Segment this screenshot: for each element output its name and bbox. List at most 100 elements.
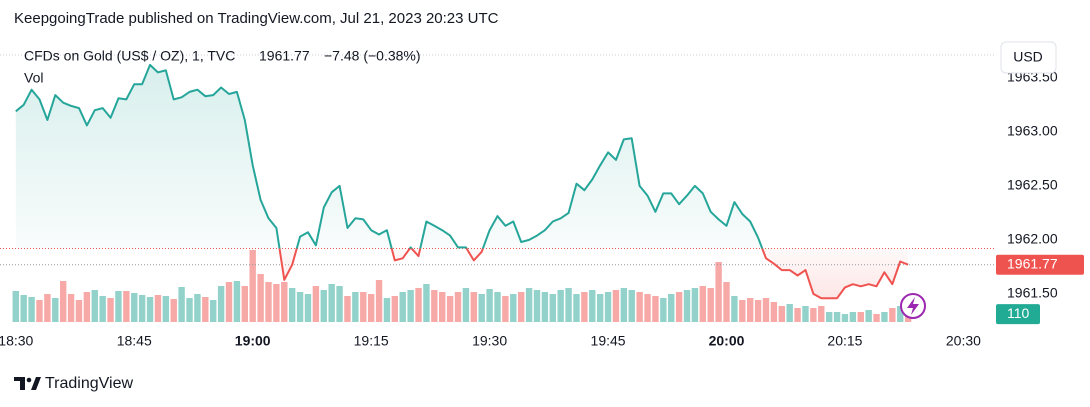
volume-bar [494, 292, 501, 322]
volume-bar [833, 312, 841, 322]
volume-bar [683, 290, 691, 322]
volume-bar [691, 288, 699, 322]
x-tick-label: 20:30 [946, 333, 981, 349]
volume-bar [123, 291, 130, 322]
volume-bar [225, 282, 233, 322]
y-tick-label: 1962.00 [1007, 231, 1058, 247]
volume-bar [581, 292, 588, 322]
volume-bar [20, 295, 27, 322]
volume-badge-box [996, 304, 1040, 325]
x-tick-label: 19:30 [472, 333, 507, 349]
volume-bar [210, 300, 217, 322]
volume-bar [312, 286, 320, 322]
volume-bar [604, 292, 612, 322]
volume-bar [478, 294, 485, 322]
legend-change: −7.48 (−0.38%) [324, 48, 421, 64]
volume-bar [233, 281, 241, 322]
volume-bar [668, 294, 675, 322]
volume-bar [873, 314, 880, 322]
volume-bar [186, 298, 193, 322]
volume-bar [131, 293, 138, 322]
volume-bar [565, 288, 572, 322]
volume-bar [652, 296, 659, 322]
volume-bar [675, 292, 683, 322]
volume-bar [762, 298, 770, 322]
volume-bar [320, 290, 327, 322]
volume-bar [818, 306, 825, 322]
volume-bar [644, 294, 651, 322]
volume-bar [549, 294, 556, 322]
volume-bar [36, 300, 43, 322]
volume-bar [462, 288, 470, 322]
volume-bar [241, 286, 249, 322]
volume-bar [857, 312, 864, 322]
x-tick-label: 19:00 [235, 333, 271, 349]
alert-bolt[interactable] [907, 297, 919, 315]
volume-bar [336, 286, 343, 322]
y-tick-label: 1961.50 [1007, 285, 1058, 301]
volume-bar [52, 298, 59, 322]
area-fill [15, 64, 909, 299]
volume-bar [257, 274, 264, 322]
volume-bar [786, 304, 793, 322]
volume-bar [502, 296, 509, 322]
alert-icon[interactable] [900, 293, 926, 319]
volume-bar [249, 250, 256, 322]
volume-bar [12, 291, 19, 322]
volume-bar [178, 287, 185, 322]
header-text: KeepgoingTrade published on TradingView.… [14, 10, 499, 27]
symbol-title: CFDs on Gold (US$ / OZ), 1, TVC [24, 48, 235, 64]
legend-price: 1961.77 [259, 48, 310, 64]
x-tick-label: 19:15 [354, 333, 389, 349]
volume-bar [399, 292, 406, 322]
logo-dot [26, 377, 32, 383]
plot-area [0, 63, 995, 322]
volume-bar [194, 294, 201, 322]
volume-bar [596, 294, 604, 322]
x-tick-label: 19:45 [591, 333, 626, 349]
x-tick-label: 18:30 [0, 333, 34, 349]
volume-bar [281, 282, 288, 322]
volume-bar [170, 299, 177, 322]
volume-bar [83, 292, 91, 322]
volume-bar [99, 296, 106, 322]
volume-title: Vol [24, 70, 43, 86]
volume-bar [557, 290, 564, 322]
y-tick-label: 1962.50 [1007, 177, 1058, 193]
volume-bar [699, 286, 707, 322]
volume-bar [573, 294, 580, 322]
volume-bar [375, 280, 383, 322]
price-badge-label: 1961.77 [1007, 255, 1058, 271]
volume-bar [296, 292, 304, 322]
brand-logo [14, 377, 41, 390]
brand-name: TradingView [45, 375, 133, 392]
volume-bar [470, 292, 478, 322]
volume-bar [778, 306, 785, 322]
volume-bar [217, 286, 225, 322]
volume-bar [612, 290, 620, 322]
volume-bar [273, 284, 280, 322]
currency-button[interactable]: USD [1000, 41, 1057, 74]
x-tick-label: 18:45 [117, 333, 152, 349]
volume-bar [731, 296, 738, 322]
volume-bar [352, 292, 359, 322]
volume-bar [541, 292, 549, 322]
volume-bar [628, 290, 635, 322]
volume-bar [304, 294, 312, 322]
volume-bar [367, 294, 375, 322]
volume-bar [115, 291, 122, 322]
volume-bar [825, 312, 833, 322]
price-line [15, 63, 909, 300]
volume-bar [533, 290, 541, 322]
volume-bar [423, 284, 430, 322]
currency-label[interactable]: USD [1013, 49, 1043, 65]
volume-bar [415, 288, 422, 322]
volume-bar [360, 292, 367, 322]
currency-button-box[interactable] [1000, 41, 1057, 74]
volume-bar [865, 310, 872, 322]
volume-bar [715, 262, 722, 322]
volume-bar [91, 290, 98, 322]
volume-bar [707, 288, 714, 322]
volume-bar [44, 294, 51, 322]
